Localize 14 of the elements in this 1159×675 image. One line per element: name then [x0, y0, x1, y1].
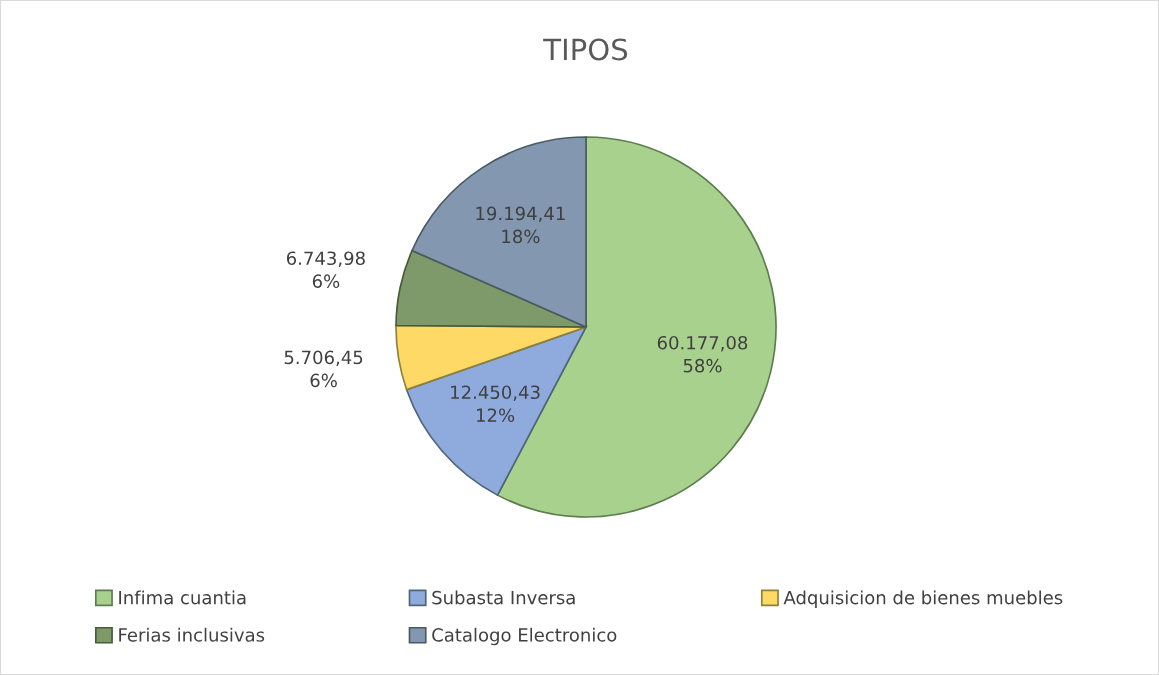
data-label: 5.706,45 6% — [284, 350, 363, 388]
legend-label: Catalogo Electronico — [432, 627, 617, 646]
legend-label: Adquisicion de bienes muebles — [783, 590, 1063, 608]
pie-slice — [411, 136, 587, 328]
pie-slice — [405, 326, 587, 496]
chart-title: TIPOS — [543, 38, 628, 61]
legend-label: Ferias inclusivas — [119, 627, 265, 642]
data-label: 12.450,43 12% — [451, 385, 540, 423]
data-label: 60.177,08 58% — [657, 335, 748, 373]
data-label: 19.194,41 18% — [476, 206, 565, 244]
pie-slice — [395, 249, 587, 328]
data-label: 6.743,98 6% — [286, 251, 365, 289]
legend-label: Subasta Inversa — [432, 590, 575, 605]
legend-label: Infima cuantia — [119, 590, 246, 605]
